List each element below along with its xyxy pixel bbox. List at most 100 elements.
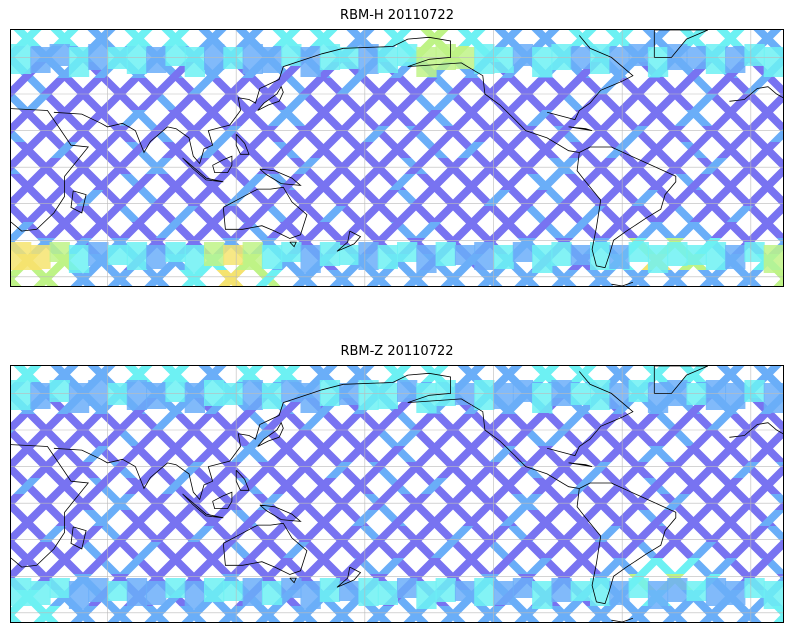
swath-segment	[458, 30, 486, 46]
swath-segment	[372, 190, 400, 206]
polar-band-cell	[107, 245, 128, 265]
polar-band-cell	[397, 380, 418, 402]
swath-segment	[717, 366, 745, 382]
swath-segment	[494, 478, 522, 494]
swath-segment	[440, 606, 468, 622]
swath-segment	[11, 430, 15, 434]
swath-segment	[637, 110, 665, 126]
swath-segment	[366, 606, 394, 622]
swath-segment	[589, 494, 617, 510]
swath-segment	[462, 174, 490, 190]
swath-segment	[356, 206, 384, 222]
swath-segment	[188, 414, 216, 430]
swath-segment	[367, 494, 395, 510]
polar-band-cell	[570, 47, 591, 69]
swath-segment	[92, 510, 120, 526]
polar-band-cell	[11, 380, 32, 410]
swath-segment	[335, 526, 363, 542]
polar-band-cell	[300, 47, 321, 77]
polar-band-cell	[725, 47, 746, 73]
polar-band-cell	[339, 47, 360, 69]
swath-segment	[70, 270, 98, 286]
swath-segment	[218, 606, 246, 622]
polar-band-cell	[184, 47, 205, 77]
swath-segment	[754, 366, 782, 382]
swath-segment	[658, 462, 686, 478]
swath-segment	[489, 110, 517, 126]
polar-band-cell	[435, 578, 456, 602]
swath-segment	[605, 478, 633, 494]
swath-segment	[40, 414, 68, 430]
swath-segment	[267, 446, 295, 462]
swath-segment	[615, 542, 643, 558]
swath-segment	[377, 222, 405, 238]
swath-segment	[441, 494, 469, 510]
polar-band-cell	[223, 47, 244, 69]
swath-segment	[347, 366, 375, 382]
polar-band-cell	[435, 380, 456, 406]
polar-band-cell	[609, 581, 630, 605]
swath-segment	[192, 222, 220, 238]
swath-segment	[489, 446, 517, 462]
polar-band-cell	[88, 578, 109, 602]
swath-segment	[71, 494, 99, 510]
swath-segment	[71, 158, 99, 174]
swath-segment	[335, 190, 363, 206]
polar-band-cell	[705, 380, 727, 410]
swath-segment	[283, 94, 311, 110]
polar-band-cell	[358, 578, 379, 606]
swath-segment	[283, 430, 311, 446]
swath-segment	[410, 78, 438, 94]
swath-segment	[70, 606, 98, 622]
swath-segment	[700, 494, 728, 510]
swath-segment	[34, 494, 62, 510]
swath-segment	[282, 206, 310, 222]
swath-segment	[288, 126, 316, 142]
panel-title-rbm-z: RBM-Z 20110722	[340, 344, 454, 359]
swath-segment	[119, 446, 147, 462]
swath-segment	[224, 190, 252, 206]
swath-segment	[764, 414, 783, 430]
swath-segment	[599, 558, 627, 574]
swath-segment	[615, 206, 643, 222]
polar-band-cell	[11, 242, 32, 270]
swath-segment	[707, 206, 735, 222]
polar-band-cell	[184, 245, 205, 273]
swath-segment	[532, 30, 560, 46]
coastline	[576, 482, 677, 605]
swath-segment	[636, 558, 664, 574]
coastline	[653, 366, 709, 394]
swath-segment	[510, 126, 538, 142]
polar-band-cell	[165, 242, 186, 262]
swath-segment	[626, 158, 654, 174]
polar-band-cell	[30, 581, 51, 605]
polar-band-cell	[609, 383, 630, 409]
polar-band-cell	[744, 578, 765, 598]
swath-segment	[399, 462, 427, 478]
polar-band-cell	[416, 383, 437, 413]
polar-band-cell	[647, 47, 669, 77]
swath-segment	[156, 446, 184, 462]
swath-segment	[448, 542, 476, 558]
swath-segment	[736, 606, 764, 622]
coastline	[53, 47, 344, 165]
swath-segment	[484, 78, 512, 94]
swath-segment	[11, 542, 14, 545]
swath-segment	[636, 222, 664, 238]
swath-segment	[272, 142, 300, 158]
swath-segment	[341, 110, 369, 126]
polar-band-cell	[397, 242, 418, 262]
swath-segment	[483, 190, 511, 206]
coastline	[336, 230, 362, 252]
swath-segment	[621, 126, 649, 142]
swath-segment	[670, 542, 698, 558]
swath-segment	[11, 190, 30, 206]
swath-segment	[631, 190, 659, 206]
swath-segment	[152, 206, 180, 222]
swath-segment	[119, 110, 147, 126]
swath-segment	[753, 478, 781, 494]
swath-segment	[633, 542, 661, 558]
swath-segment	[706, 414, 734, 430]
swath-segment	[606, 30, 634, 46]
swath-segment	[403, 270, 431, 286]
